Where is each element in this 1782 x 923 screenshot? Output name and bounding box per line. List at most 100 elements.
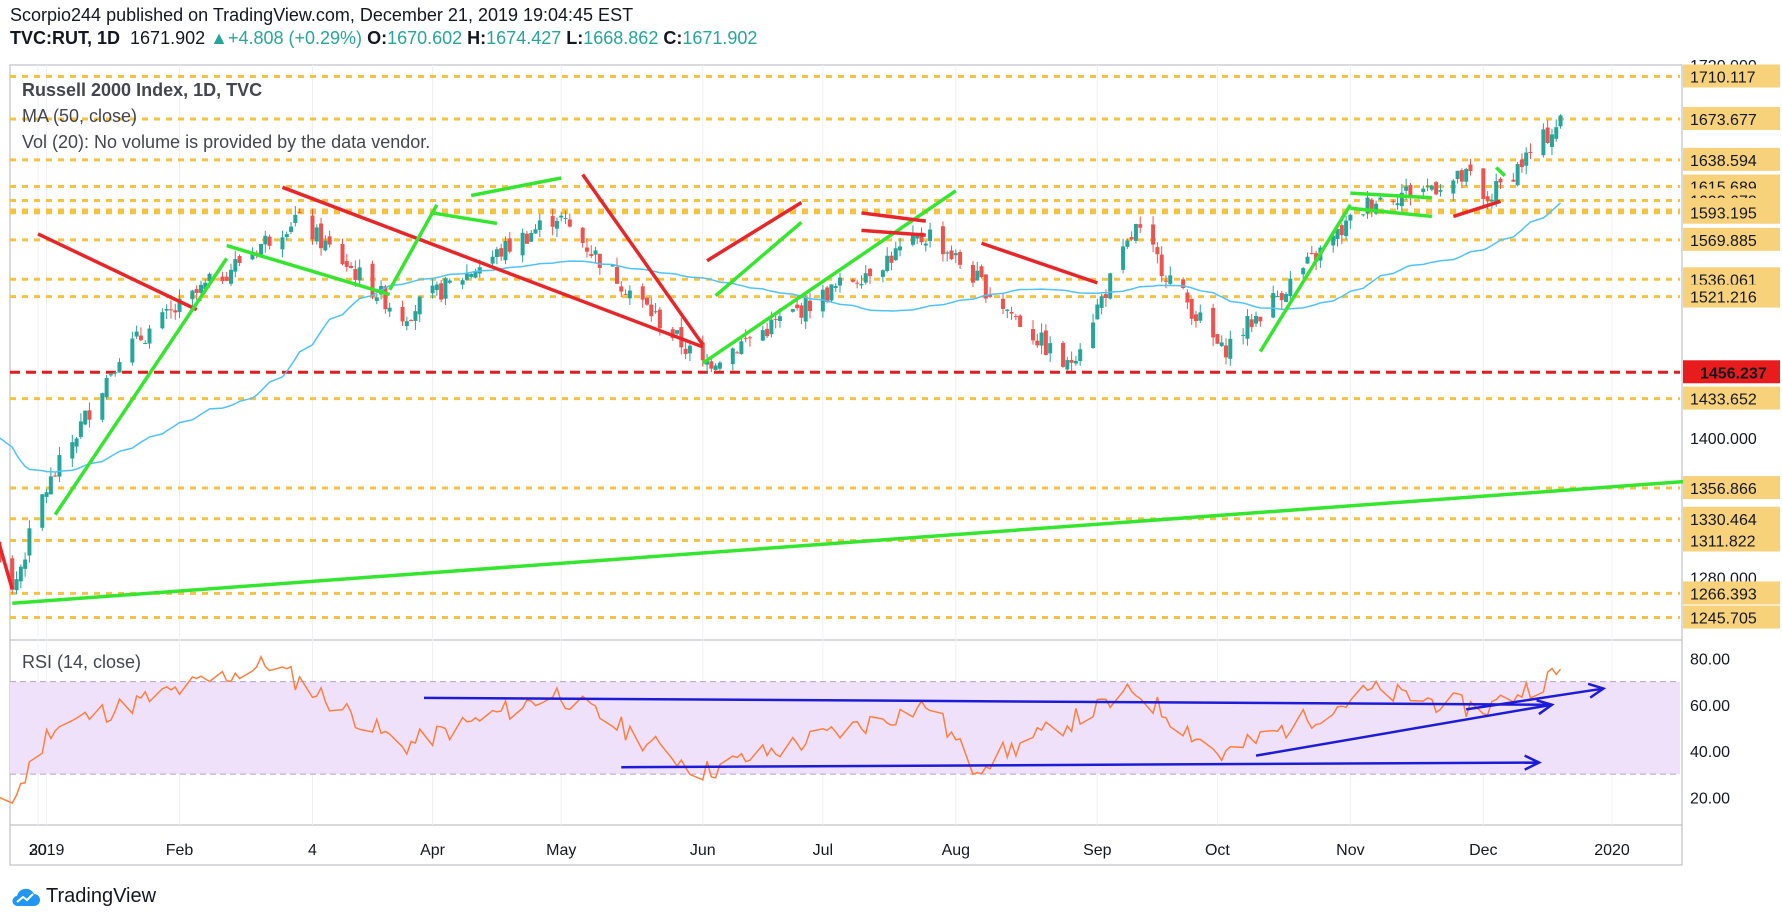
rsi-legend: RSI (14, close)	[22, 652, 142, 672]
candle-body	[134, 331, 139, 337]
candle-body	[1288, 278, 1293, 297]
candle-body	[507, 238, 512, 252]
time-tick-label: Jul	[813, 842, 833, 859]
candle-body	[1013, 316, 1018, 318]
candle-body	[14, 579, 19, 591]
candle-body	[1425, 185, 1430, 187]
wedge-line	[706, 200, 803, 263]
candle-body	[413, 311, 418, 321]
candle-body	[593, 250, 598, 255]
candle-body	[177, 298, 182, 313]
candle-body	[280, 237, 285, 250]
candle-body	[953, 253, 958, 256]
rsi-band	[10, 681, 1680, 775]
candle-body	[675, 330, 680, 334]
candle-body	[1455, 170, 1460, 180]
candle-body	[949, 250, 954, 260]
candle-body	[434, 284, 439, 291]
candle-body	[554, 220, 559, 229]
candle-body	[1541, 129, 1546, 156]
trendlines	[0, 166, 1694, 605]
chart-title: Russell 2000 Index, 1D, TVC	[22, 80, 263, 100]
candle-body	[83, 410, 88, 425]
candle-body	[1549, 134, 1554, 148]
candle-body	[87, 410, 92, 420]
candle-body	[194, 289, 199, 293]
rsi-line	[0, 654, 1562, 804]
candle-body	[1434, 182, 1439, 195]
candle-body	[529, 233, 534, 242]
price-level-tag	[1683, 200, 1780, 224]
candle-body	[580, 227, 585, 243]
rsi-breakout-arrow	[1465, 687, 1604, 711]
candle-body	[57, 455, 62, 477]
price-level-tag	[1683, 528, 1780, 552]
candle-body	[1395, 203, 1400, 206]
candle-body	[198, 284, 203, 293]
candle-body	[464, 273, 469, 280]
candle-body	[743, 338, 748, 340]
rsi-tick-label: 20.00	[1690, 790, 1730, 807]
candle-body	[494, 249, 499, 258]
candle-body	[859, 284, 864, 286]
candle-body	[323, 240, 328, 251]
candle-body	[1365, 197, 1370, 214]
candle-body	[383, 286, 388, 310]
candle-body	[259, 243, 264, 257]
price-level-label: 1356.866	[1690, 481, 1757, 498]
candle-body	[709, 361, 714, 369]
candle-body	[409, 320, 414, 322]
candle-body	[439, 283, 444, 300]
candle-body	[404, 321, 409, 327]
candle-body	[310, 215, 315, 240]
candle-body	[1211, 307, 1216, 338]
candle-body	[1335, 228, 1340, 240]
candle-body	[645, 297, 650, 305]
candle-body	[765, 328, 770, 337]
candle-body	[1421, 188, 1426, 193]
logo-text: TradingView	[46, 885, 157, 907]
candle-body	[319, 223, 324, 249]
candle-body	[203, 282, 208, 289]
candle-body	[370, 263, 375, 297]
time-tick-label: Oct	[1205, 842, 1230, 859]
candle-body	[27, 528, 32, 556]
candle-body	[1125, 240, 1130, 247]
price-level-label: 1569.885	[1690, 233, 1757, 250]
candle-body	[1219, 342, 1224, 347]
rsi-breakout-arrow-head	[1587, 682, 1607, 699]
candle-body	[1159, 254, 1164, 277]
candle-body	[1241, 334, 1246, 336]
candle-body	[799, 305, 804, 318]
candle-body	[263, 235, 268, 245]
symbol: TVC:RUT, 1D	[10, 28, 121, 48]
candle-body	[988, 294, 993, 297]
price-level-label: 1673.677	[1690, 112, 1757, 129]
candle-body	[1369, 199, 1374, 210]
rsi-support-arrow	[621, 761, 1540, 769]
candle-body	[563, 218, 568, 220]
candle-body	[10, 558, 15, 590]
tradingview-logo[interactable]: TradingView	[10, 885, 156, 908]
candle-body	[1009, 311, 1014, 314]
wedge-line	[714, 220, 803, 297]
candle-body	[1168, 275, 1173, 284]
candle-body	[1489, 199, 1494, 202]
candle-body	[670, 329, 675, 338]
candle-body	[48, 476, 53, 495]
candle-body	[928, 229, 933, 242]
candle-body	[597, 253, 602, 268]
breakout-line	[1494, 166, 1506, 177]
price-level-tag	[1683, 147, 1780, 171]
flag-line	[1350, 191, 1432, 200]
time-tick-label: 2020	[1594, 842, 1630, 859]
candle-body	[760, 330, 765, 341]
rsi-support-arrow-head	[1524, 754, 1542, 771]
candle-body	[1031, 329, 1036, 341]
candle-body	[537, 220, 542, 230]
candle-body	[640, 286, 645, 300]
price-level-tag	[1683, 106, 1780, 130]
candle-body	[559, 215, 564, 218]
candle-body	[1133, 223, 1138, 241]
